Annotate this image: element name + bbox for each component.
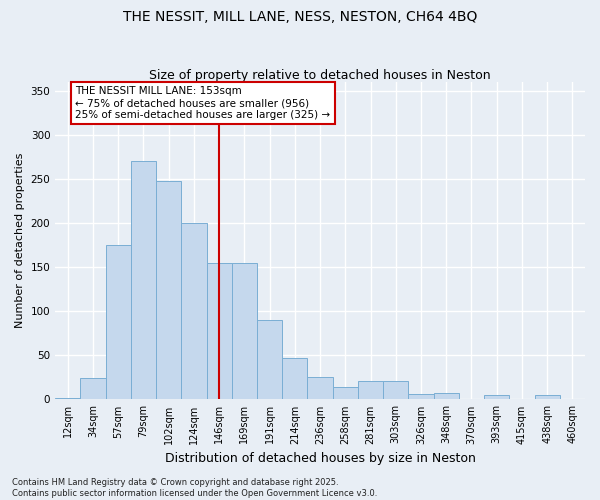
Bar <box>409 394 434 400</box>
Bar <box>535 395 560 400</box>
Bar <box>307 378 332 400</box>
Bar <box>358 381 383 400</box>
Text: THE NESSIT, MILL LANE, NESS, NESTON, CH64 4BQ: THE NESSIT, MILL LANE, NESS, NESTON, CH6… <box>123 10 477 24</box>
Bar <box>282 358 307 400</box>
Y-axis label: Number of detached properties: Number of detached properties <box>15 153 25 328</box>
Bar <box>383 381 409 400</box>
Bar <box>206 263 232 400</box>
Bar <box>80 378 106 400</box>
Bar <box>106 245 131 400</box>
Bar <box>560 398 585 400</box>
Bar <box>509 398 535 400</box>
Bar <box>257 320 282 400</box>
Title: Size of property relative to detached houses in Neston: Size of property relative to detached ho… <box>149 69 491 82</box>
Text: Contains HM Land Registry data © Crown copyright and database right 2025.
Contai: Contains HM Land Registry data © Crown c… <box>12 478 377 498</box>
Bar <box>484 395 509 400</box>
Bar <box>459 398 484 400</box>
Bar <box>332 387 358 400</box>
Bar <box>434 394 459 400</box>
Text: THE NESSIT MILL LANE: 153sqm
← 75% of detached houses are smaller (956)
25% of s: THE NESSIT MILL LANE: 153sqm ← 75% of de… <box>76 86 331 120</box>
Bar <box>181 223 206 400</box>
Bar <box>55 398 80 400</box>
Bar <box>131 162 156 400</box>
X-axis label: Distribution of detached houses by size in Neston: Distribution of detached houses by size … <box>164 452 476 465</box>
Bar <box>232 263 257 400</box>
Bar <box>156 181 181 400</box>
